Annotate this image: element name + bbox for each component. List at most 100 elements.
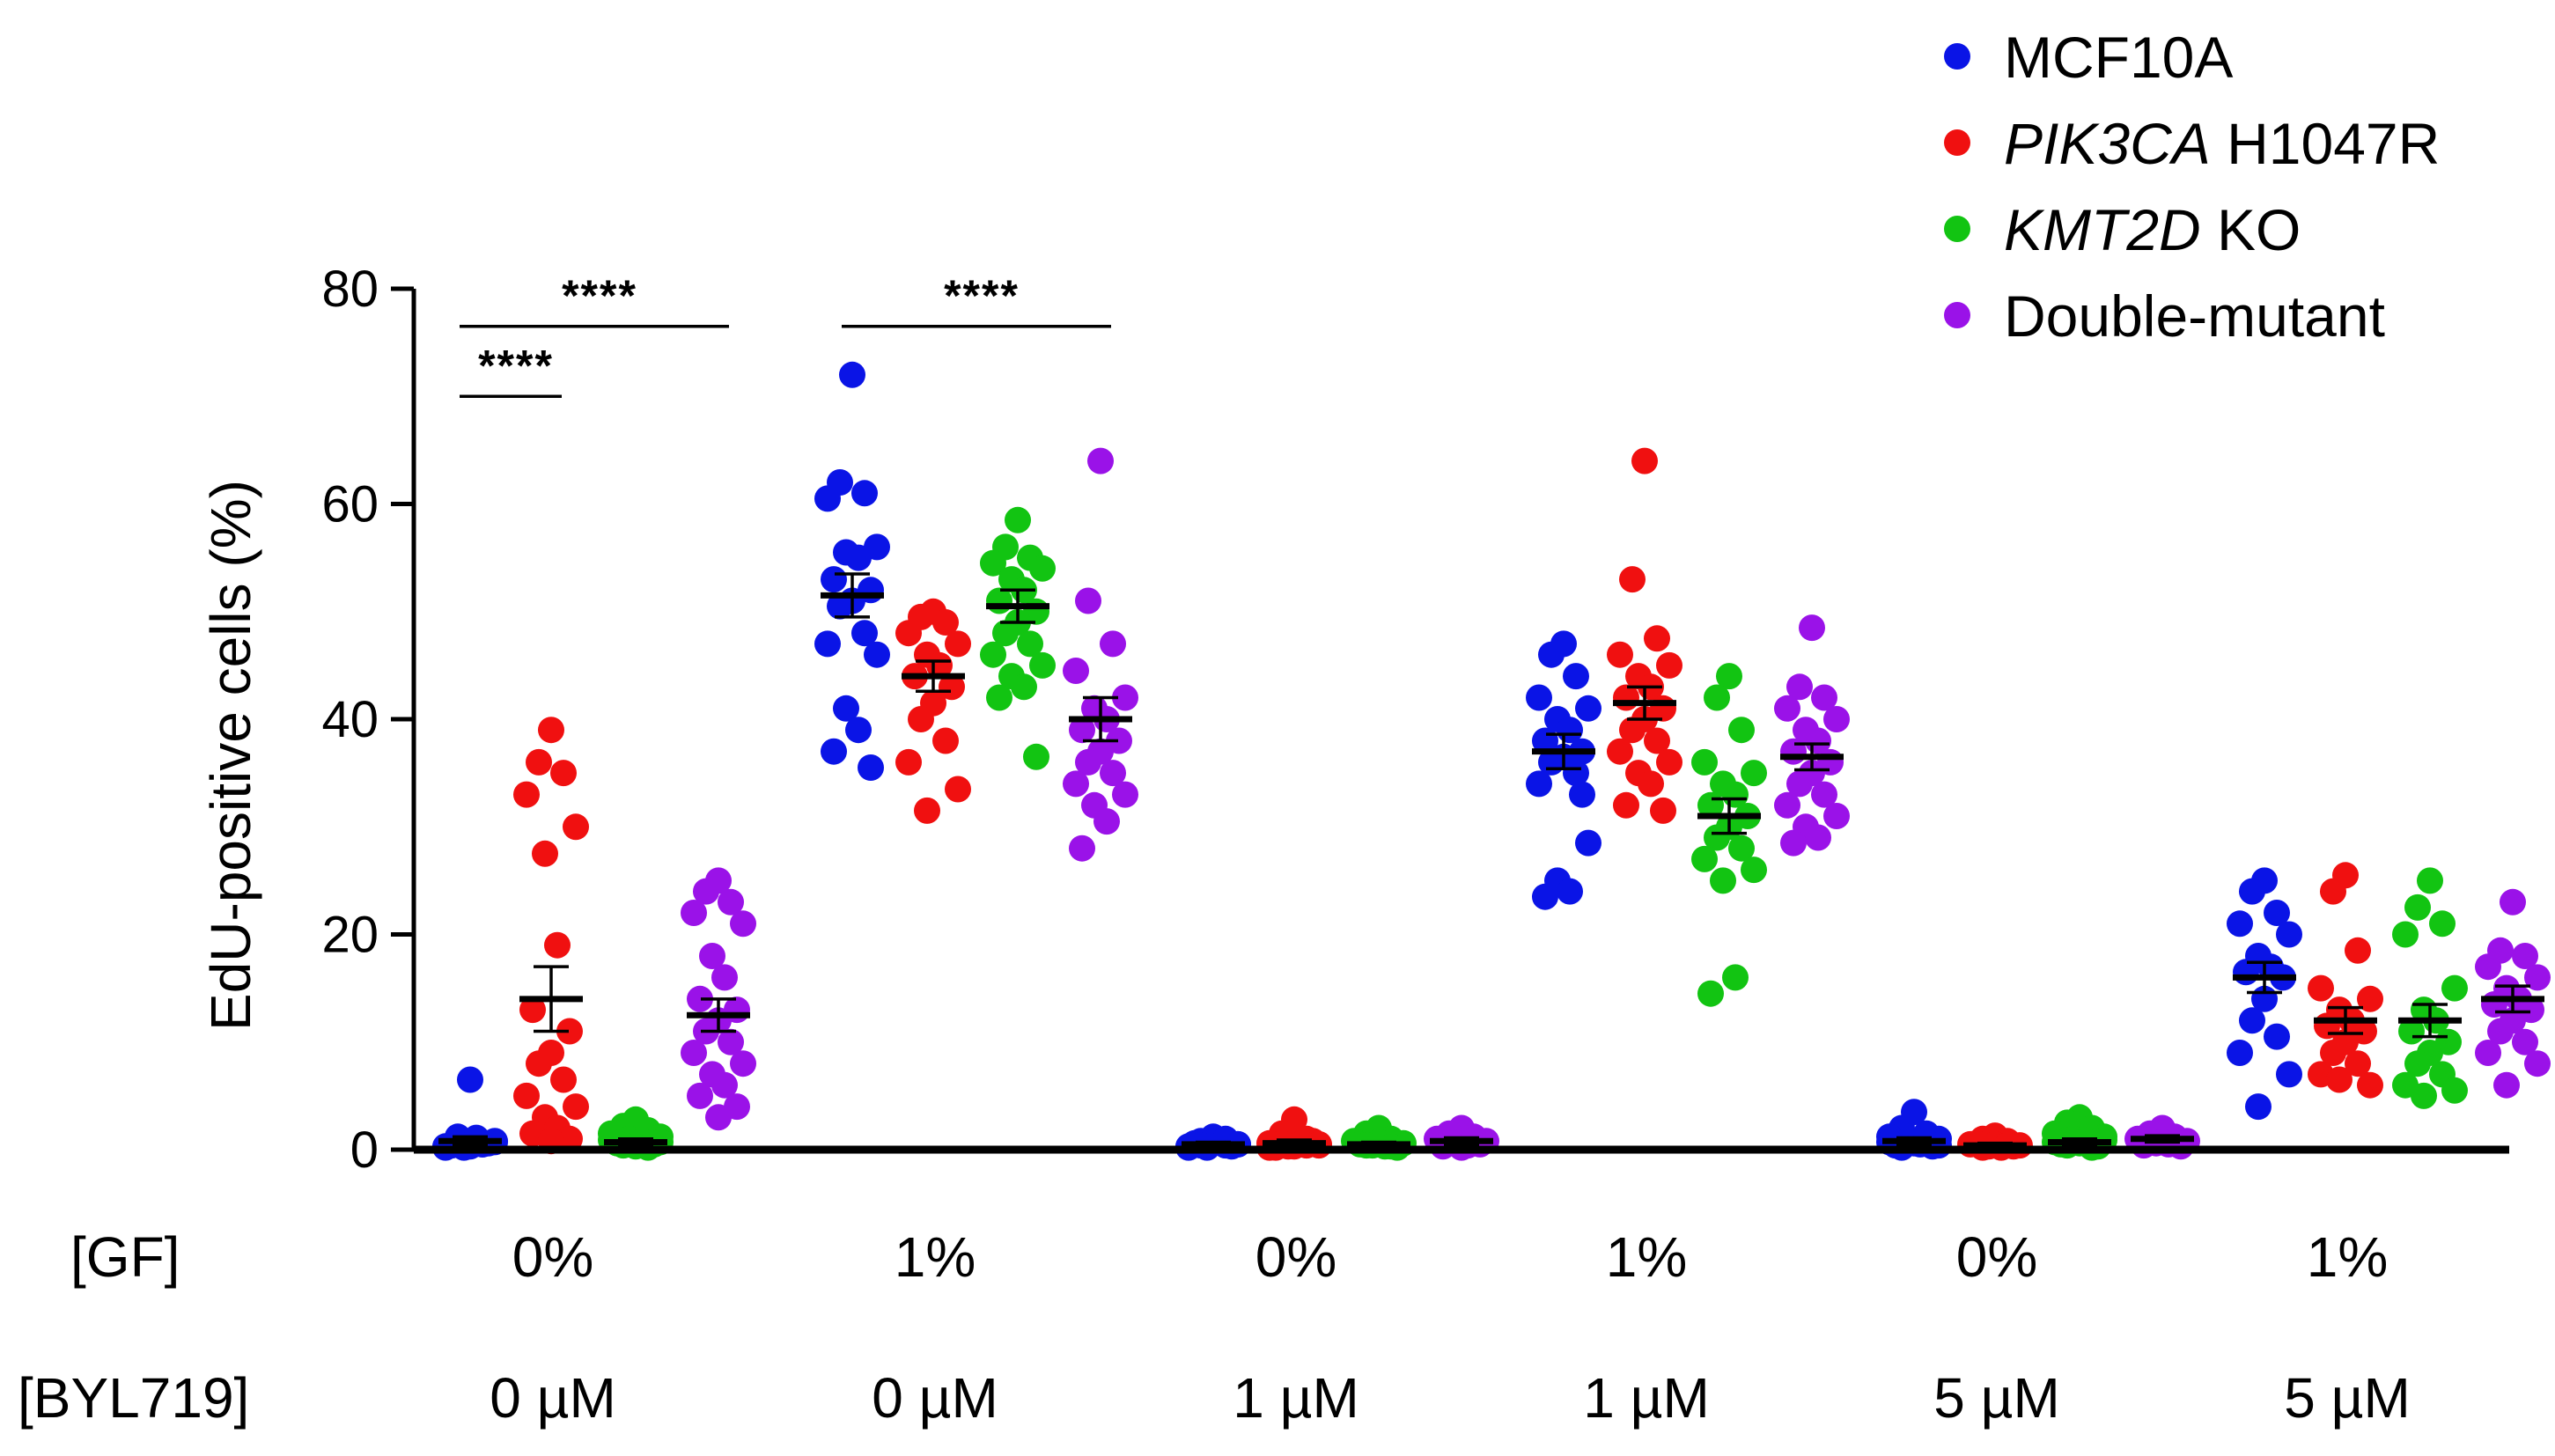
data-point — [1780, 829, 1807, 857]
data-point — [1563, 663, 1589, 690]
byl719-label: 5 µM — [1933, 1366, 2060, 1430]
data-point — [827, 592, 853, 620]
data-point — [1656, 651, 1682, 679]
data-point — [2264, 1023, 2290, 1050]
data-point — [1607, 738, 1633, 765]
data-point — [711, 964, 738, 991]
data-point — [851, 480, 878, 507]
data-point — [1774, 791, 1800, 819]
legend-label-italic: KMT2D — [2004, 197, 2201, 262]
data-point — [945, 630, 971, 658]
data-point — [1526, 770, 1552, 798]
data-point — [1728, 835, 1755, 862]
data-point — [932, 609, 959, 636]
data-point — [693, 878, 719, 905]
data-point — [821, 566, 847, 593]
data-point — [1575, 829, 1601, 857]
data-point — [1741, 857, 1767, 884]
data-point — [1075, 748, 1101, 776]
data-point — [1569, 781, 1595, 808]
data-point — [526, 748, 552, 776]
y-tick-label: 0 — [350, 1121, 379, 1179]
data-point — [1100, 760, 1126, 787]
data-point — [858, 754, 884, 781]
data-point — [1017, 630, 1043, 658]
data-point — [1691, 748, 1718, 776]
data-point — [2320, 878, 2346, 905]
data-point — [2392, 921, 2419, 948]
data-point — [821, 738, 847, 765]
data-point — [986, 684, 1012, 711]
data-point — [526, 1050, 552, 1077]
data-point — [945, 776, 971, 803]
byl719-label: 5 µM — [2284, 1366, 2411, 1430]
y-axis-label: EdU-positive cells (%) — [199, 480, 262, 1031]
data-point — [2441, 974, 2468, 1002]
data-point — [1722, 964, 1749, 991]
data-point — [1631, 447, 1658, 474]
data-point — [895, 620, 922, 647]
data-point — [851, 620, 878, 647]
data-point — [914, 797, 940, 824]
data-point — [718, 1028, 744, 1055]
data-point — [895, 748, 922, 776]
data-point — [1063, 658, 1089, 684]
data-point — [2227, 910, 2253, 938]
data-point — [2475, 1040, 2501, 1066]
data-point — [1112, 684, 1138, 711]
data-point — [980, 641, 1006, 668]
data-point — [2276, 1061, 2302, 1088]
data-point — [1644, 727, 1670, 754]
significance-label: **** — [478, 341, 554, 390]
byl719-label: 1 µM — [1233, 1366, 1359, 1430]
data-point — [1786, 770, 1813, 798]
data-point — [1619, 566, 1646, 593]
data-point — [1656, 748, 1682, 776]
data-point — [1710, 867, 1736, 894]
gf-row-label: [GF] — [70, 1225, 180, 1289]
data-point — [1716, 663, 1742, 690]
data-point — [1575, 695, 1601, 722]
data-point — [2308, 974, 2334, 1002]
data-point — [711, 1071, 738, 1099]
data-point — [681, 900, 707, 926]
legend-marker — [1944, 129, 1970, 156]
gf-label: 1% — [2307, 1225, 2389, 1289]
data-point — [2475, 953, 2501, 981]
data-point — [908, 706, 934, 732]
data-point — [864, 641, 890, 668]
y-axis: 0 20 40 60 80 — [321, 261, 416, 1179]
data-point — [1023, 743, 1049, 770]
legend-label-text: KO — [2201, 197, 2301, 262]
mean-sem-bars — [438, 572, 2544, 1150]
data-point — [1811, 684, 1837, 711]
data-point — [1704, 824, 1730, 851]
data-point — [2345, 1050, 2371, 1077]
data-point — [1557, 878, 1583, 905]
data-point — [1112, 781, 1138, 808]
legend-label-text: H1047R — [2211, 111, 2441, 176]
data-point — [932, 727, 959, 754]
data-point — [1029, 555, 1056, 582]
data-point — [2512, 943, 2538, 969]
data-point — [2264, 900, 2290, 926]
legend-label-text: Double-mutant — [2004, 283, 2385, 349]
y-tick-label: 40 — [321, 691, 379, 748]
data-point — [1063, 770, 1089, 798]
data-point — [1741, 760, 1767, 787]
data-point — [457, 1066, 483, 1093]
data-point — [1607, 641, 1633, 668]
data-point — [544, 931, 571, 959]
data-point — [687, 985, 713, 1012]
data-point — [1011, 673, 1037, 701]
y-tick-label: 20 — [321, 907, 379, 964]
data-point — [939, 673, 965, 701]
data-point — [1087, 447, 1114, 474]
data-point — [2245, 1093, 2272, 1121]
data-point — [718, 888, 744, 916]
data-point — [1780, 738, 1807, 765]
gf-label: 0% — [512, 1225, 594, 1289]
data-point — [2227, 1040, 2253, 1066]
data-point — [1069, 717, 1095, 744]
